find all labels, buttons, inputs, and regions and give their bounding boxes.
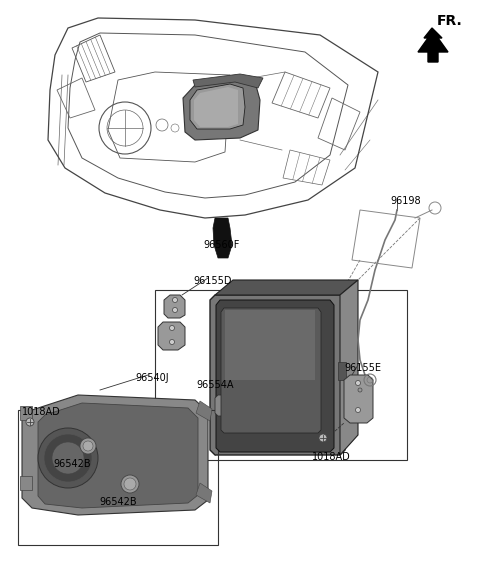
Text: 96554A: 96554A xyxy=(196,380,234,390)
Polygon shape xyxy=(183,78,260,140)
Circle shape xyxy=(44,434,92,482)
Circle shape xyxy=(319,434,327,442)
Polygon shape xyxy=(225,310,315,380)
Polygon shape xyxy=(418,28,448,62)
Polygon shape xyxy=(210,295,345,455)
Bar xyxy=(155,290,407,460)
Polygon shape xyxy=(215,395,245,416)
Polygon shape xyxy=(196,483,212,503)
Polygon shape xyxy=(221,308,321,433)
Text: 96155E: 96155E xyxy=(345,363,382,373)
Text: 96155D: 96155D xyxy=(194,276,232,286)
Text: 96542B: 96542B xyxy=(99,497,137,507)
Text: 1018AD: 1018AD xyxy=(312,452,351,462)
Polygon shape xyxy=(164,295,185,318)
Text: 96542B: 96542B xyxy=(53,459,91,469)
Text: 1018AD: 1018AD xyxy=(22,407,61,417)
Bar xyxy=(338,362,346,380)
Polygon shape xyxy=(194,87,238,127)
Polygon shape xyxy=(38,403,198,508)
Text: 96198: 96198 xyxy=(390,196,420,206)
Polygon shape xyxy=(215,280,358,295)
Circle shape xyxy=(356,380,360,385)
Circle shape xyxy=(26,418,34,426)
Circle shape xyxy=(38,428,98,488)
Polygon shape xyxy=(213,218,232,258)
Circle shape xyxy=(356,407,360,413)
Bar xyxy=(18,410,218,545)
Circle shape xyxy=(172,298,178,302)
Circle shape xyxy=(80,438,96,454)
Text: 96560F: 96560F xyxy=(204,240,240,250)
Polygon shape xyxy=(193,74,263,88)
Bar xyxy=(20,406,32,420)
Polygon shape xyxy=(22,395,208,515)
Circle shape xyxy=(121,475,139,493)
Polygon shape xyxy=(340,280,358,455)
Polygon shape xyxy=(158,322,185,350)
Text: 96540J: 96540J xyxy=(135,373,169,383)
Text: FR.: FR. xyxy=(436,14,462,28)
Circle shape xyxy=(52,442,84,474)
Circle shape xyxy=(358,388,362,392)
Polygon shape xyxy=(196,401,212,421)
Polygon shape xyxy=(344,375,373,423)
Circle shape xyxy=(83,441,93,451)
Bar xyxy=(20,476,32,490)
Polygon shape xyxy=(216,300,334,452)
Circle shape xyxy=(169,339,175,344)
Circle shape xyxy=(124,478,136,490)
Circle shape xyxy=(172,308,178,313)
Polygon shape xyxy=(190,84,245,129)
Circle shape xyxy=(169,325,175,331)
